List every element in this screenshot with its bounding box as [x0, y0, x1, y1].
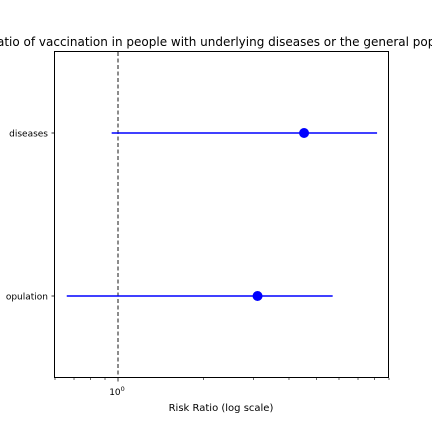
point-estimate-marker [299, 128, 310, 138]
y-tick-label: diseases [9, 130, 48, 140]
y-tick-label: opulation [6, 293, 48, 303]
chart-title: Risk ratio of vaccination in people with… [0, 35, 432, 49]
point-estimate-marker [252, 291, 263, 301]
x-axis-label: Risk Ratio (log scale) [169, 403, 274, 414]
x-tick-label: 100 [109, 385, 125, 398]
plot-area [54, 51, 389, 378]
x-tick-exponent: 0 [121, 385, 125, 393]
